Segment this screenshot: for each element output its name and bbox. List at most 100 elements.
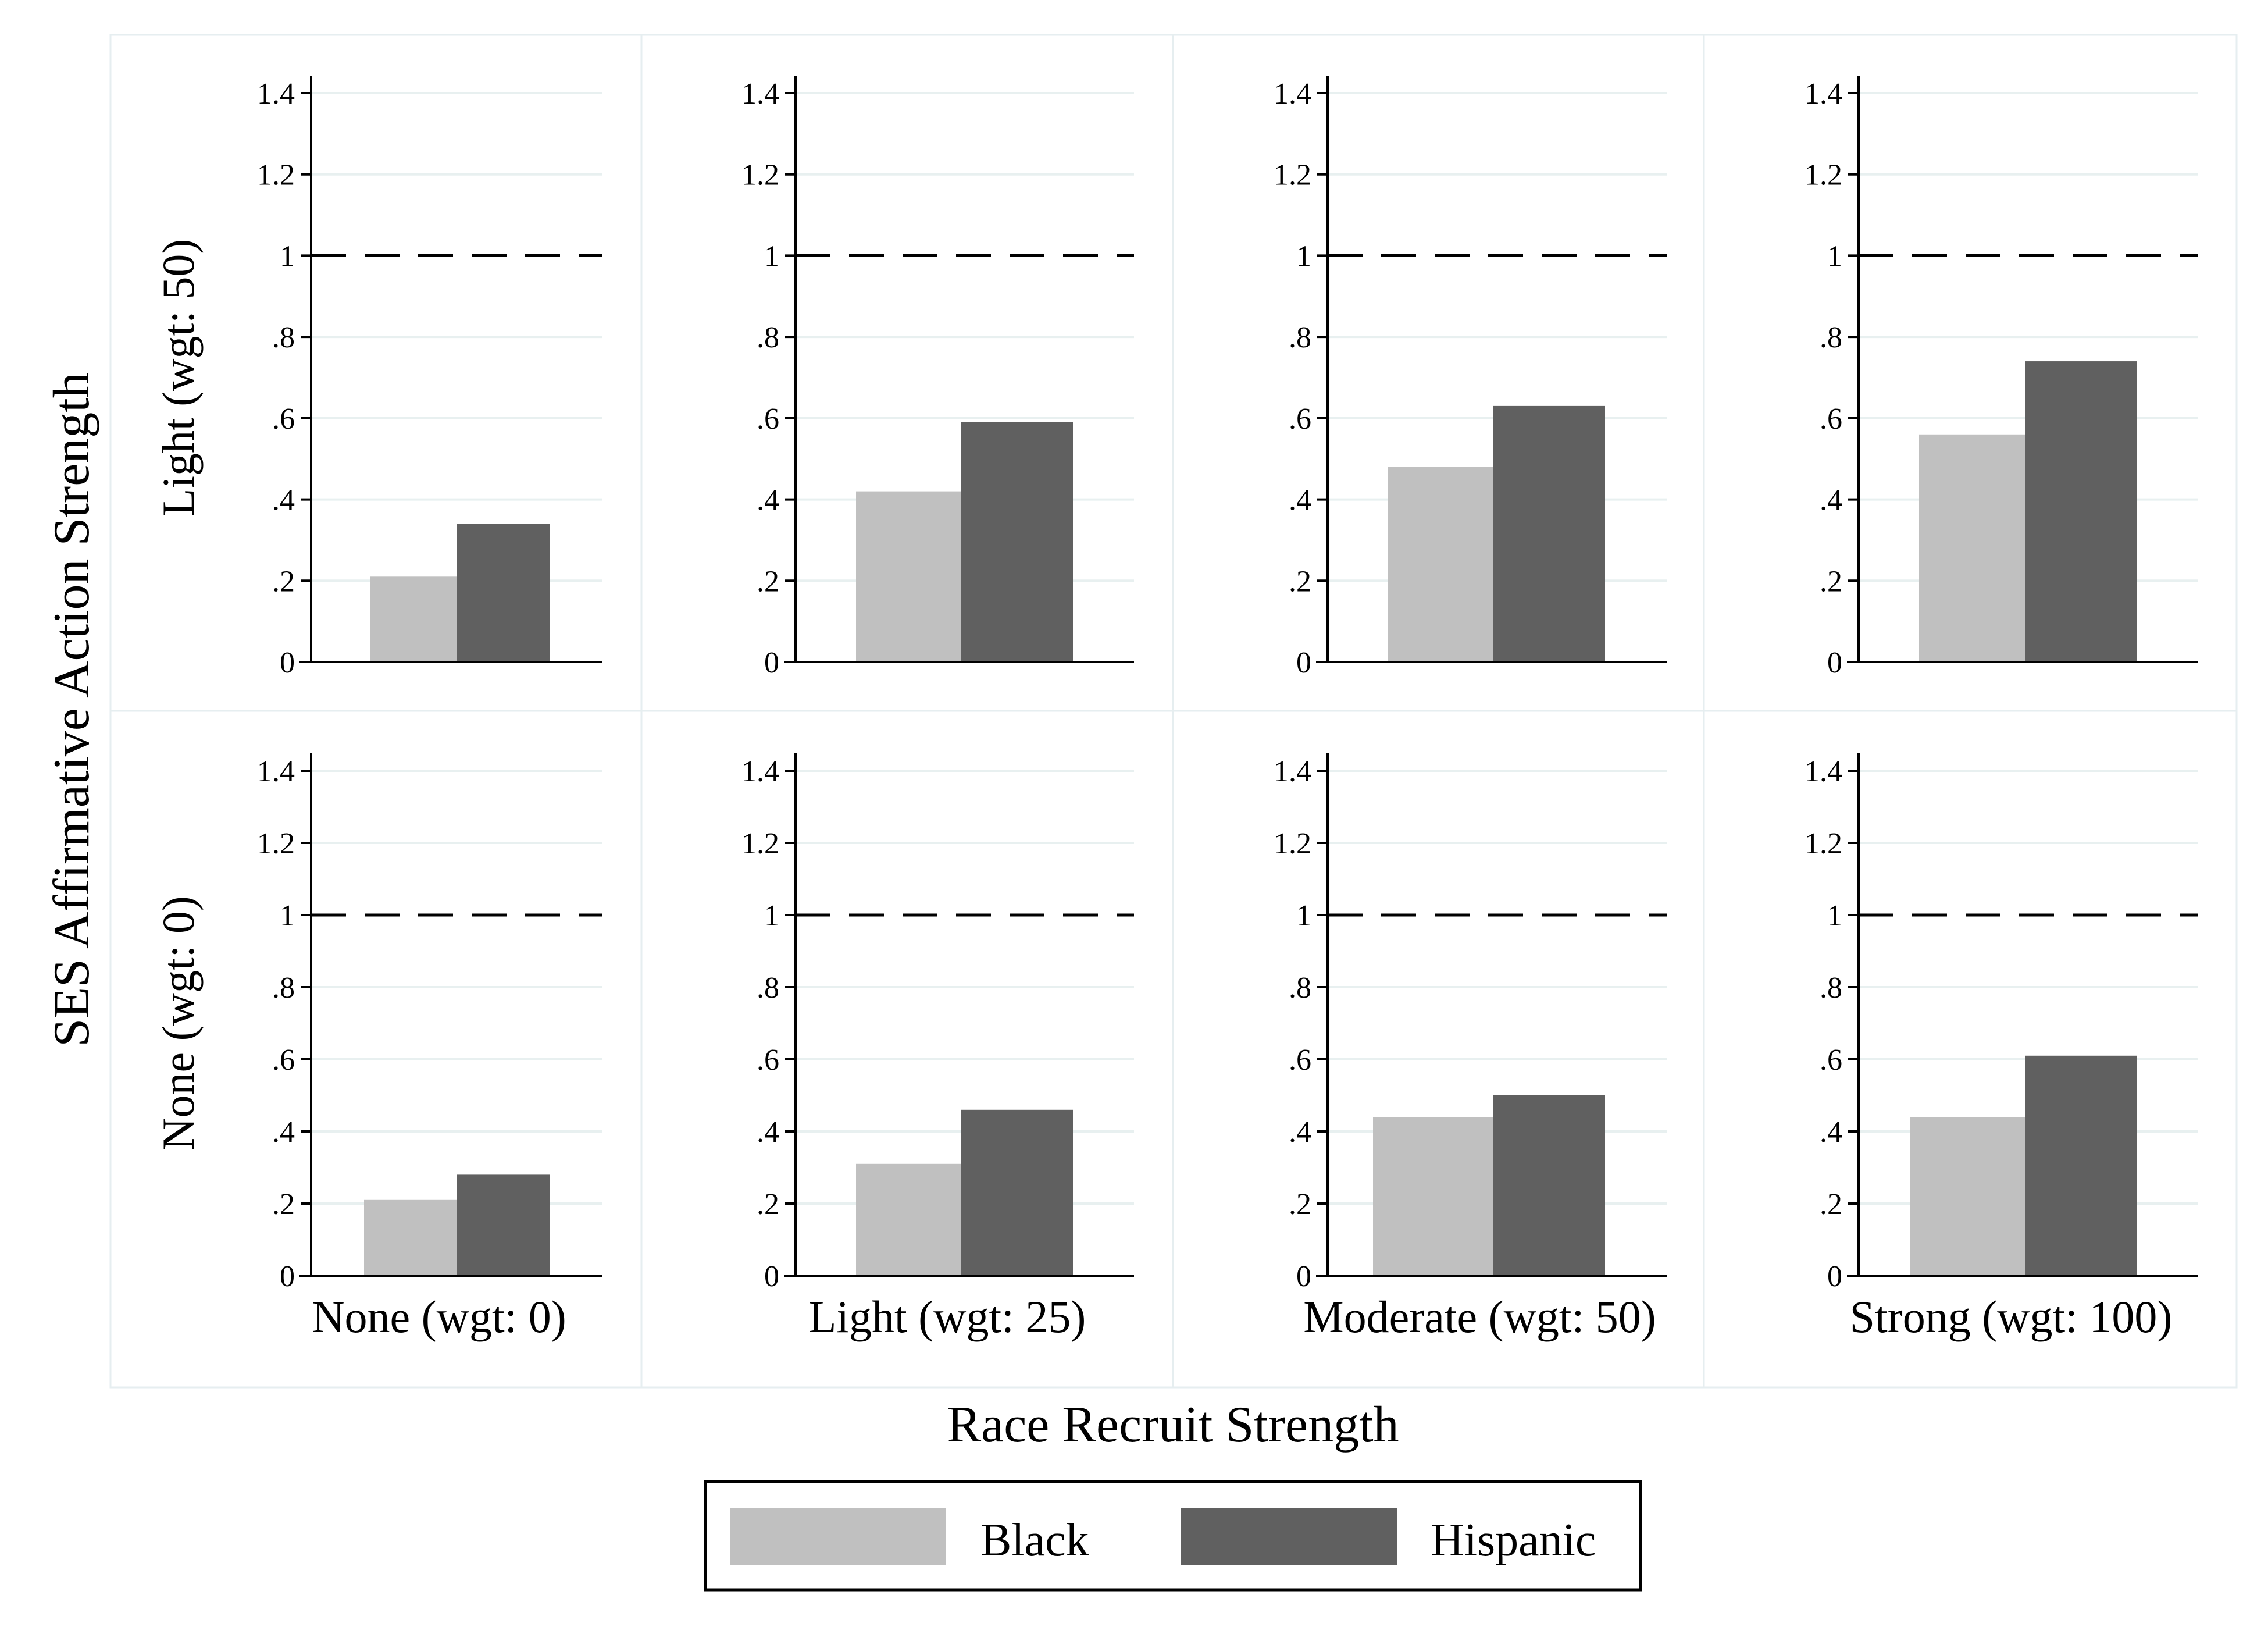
y-tick-label: 1.4	[741, 755, 779, 788]
bar-black	[1373, 1117, 1499, 1276]
y-tick-label: .4	[1820, 484, 1842, 517]
legend-label-hispanic: Hispanic	[1431, 1515, 1596, 1566]
y-tick-label: .2	[272, 565, 295, 598]
y-tick-label: 1.4	[1274, 755, 1311, 788]
panel-none-wgt-0-moderate-wgt-50: 0 .2 .4 .6 .8 1 1.2 1.4	[1274, 753, 1667, 1293]
panels: 0.2.4.6.811.21.40.2.4.6.811.21.40.2.4.6.…	[257, 76, 2198, 1293]
panel-light-wgt-50-strong-wgt-100: 0 .2 .4 .6 .8 1 1.2 1.4	[1805, 76, 2198, 679]
bar-hispanic	[1493, 1095, 1605, 1276]
panel-none-wgt-0-light-wgt-25: 0 .2 .4 .6 .8 1 1.2 1.4	[741, 753, 1134, 1293]
y-tick-label: .8	[1289, 971, 1311, 1005]
y-tick-label: .2	[1289, 1188, 1311, 1221]
x-axis-title: Race Recruit Strength	[947, 1397, 1399, 1453]
bar-black	[364, 1199, 463, 1276]
y-tick-label: 1.2	[1805, 827, 1842, 860]
y-axis-title: SES Affirmative Action Strength	[44, 372, 100, 1046]
y-tick-label: .8	[757, 971, 779, 1005]
y-tick-label: 1	[764, 899, 779, 932]
bar-hispanic	[961, 422, 1073, 662]
bar-hispanic	[2025, 1055, 2137, 1276]
y-tick-label: 1.2	[1274, 159, 1311, 192]
y-tick-label: .6	[757, 1044, 779, 1077]
y-tick-label: 1	[1827, 240, 1842, 273]
legend-label-black: Black	[980, 1515, 1089, 1566]
column-label-strong-wgt-100: Strong (wgt: 100)	[1850, 1291, 2173, 1342]
bar-hispanic	[1493, 405, 1605, 662]
y-tick-label: .6	[1289, 1044, 1311, 1077]
y-tick-label: .6	[272, 1044, 295, 1077]
legend-swatch-black	[730, 1508, 946, 1565]
y-tick-label: .2	[1820, 565, 1842, 598]
y-tick-label: 1	[1827, 899, 1842, 932]
y-tick-label: 1.4	[741, 77, 779, 111]
y-tick-label: .6	[1820, 1044, 1842, 1077]
bar-hispanic	[2025, 361, 2137, 662]
bar-black	[856, 491, 968, 662]
y-tick-label: .4	[272, 1116, 295, 1149]
y-tick-label: .2	[272, 1188, 295, 1221]
column-label-moderate-wgt-50: Moderate (wgt: 50)	[1303, 1291, 1656, 1342]
bar-black	[856, 1163, 968, 1276]
y-tick-label: 1	[764, 240, 779, 273]
legend: Black Hispanic	[704, 1480, 1642, 1592]
y-tick-label: 0	[764, 1260, 779, 1293]
y-tick-label: 0	[1827, 646, 1842, 679]
panel-light-wgt-50-none-wgt-0: 0 .2 .4 .6 .8 1 1.2 1.4	[257, 76, 602, 679]
y-tick-label: .6	[1820, 403, 1842, 436]
y-tick-label: 1	[280, 240, 295, 273]
y-tick-label: 1.4	[1805, 77, 1842, 111]
y-tick-label: 1	[1296, 240, 1311, 273]
row-labels: Light (wgt: 50) None (wgt: 0)	[153, 239, 204, 1151]
panel-light-wgt-50-light-wgt-25: 0 .2 .4 .6 .8 1 1.2 1.4	[741, 76, 1134, 679]
legend-swatch-hispanic	[1181, 1508, 1397, 1565]
y-tick-label: 1.2	[1274, 827, 1311, 860]
bar-hispanic	[457, 524, 550, 662]
column-label-light-wgt-25: Light (wgt: 25)	[809, 1291, 1086, 1342]
panel-none-wgt-0-none-wgt-0: 0 .2 .4 .6 .8 1 1.2 1.4	[257, 753, 602, 1293]
y-tick-label: 1.2	[1805, 159, 1842, 192]
y-tick-label: 1	[280, 899, 295, 932]
column-labels: None (wgt: 0) Light (wgt: 25) Moderate (wg…	[312, 1291, 2172, 1342]
panel-none-wgt-0-strong-wgt-100: 0 .2 .4 .6 .8 1 1.2 1.4	[1805, 753, 2198, 1293]
column-label-none-wgt-0: None (wgt: 0)	[312, 1291, 566, 1342]
y-tick-label: .4	[272, 484, 295, 517]
y-tick-label: 1.2	[257, 827, 295, 860]
y-tick-label: .8	[272, 971, 295, 1005]
y-tick-label: .6	[757, 403, 779, 436]
bar-black	[370, 576, 463, 662]
y-tick-label: .8	[1820, 971, 1842, 1005]
y-tick-label: 1.4	[257, 755, 295, 788]
y-tick-label: .2	[757, 1188, 779, 1221]
bar-black	[1910, 1117, 2031, 1276]
row-label-none-wgt-0: None (wgt: 0)	[153, 896, 204, 1151]
y-tick-label: .6	[272, 403, 295, 436]
bar-hispanic	[457, 1174, 550, 1276]
y-tick-label: .4	[1289, 484, 1311, 517]
y-tick-label: 1.2	[741, 827, 779, 860]
y-tick-label: 1	[1296, 899, 1311, 932]
y-tick-label: .8	[272, 321, 295, 354]
y-tick-label: 0	[1296, 646, 1311, 679]
y-tick-label: .6	[1289, 403, 1311, 436]
panel-frames	[109, 34, 2238, 1389]
bar-black	[1919, 434, 2031, 662]
y-tick-label: .4	[1820, 1116, 1842, 1149]
y-tick-label: .8	[757, 321, 779, 354]
y-tick-label: 0	[1296, 1260, 1311, 1293]
y-tick-label: 0	[1827, 1260, 1842, 1293]
y-tick-label: 1.2	[741, 159, 779, 192]
y-tick-label: .8	[1289, 321, 1311, 354]
y-tick-label: .8	[1820, 321, 1842, 354]
bar-hispanic	[961, 1109, 1073, 1276]
bar-black	[1388, 467, 1499, 662]
y-tick-label: 1.2	[257, 159, 295, 192]
y-tick-label: 1.4	[1274, 77, 1311, 111]
y-tick-label: 0	[280, 646, 295, 679]
y-tick-label: 1.4	[1805, 755, 1842, 788]
y-tick-label: .4	[757, 484, 779, 517]
y-tick-label: .2	[1289, 565, 1311, 598]
y-tick-label: .2	[1820, 1188, 1842, 1221]
y-tick-label: 1.4	[257, 77, 295, 111]
